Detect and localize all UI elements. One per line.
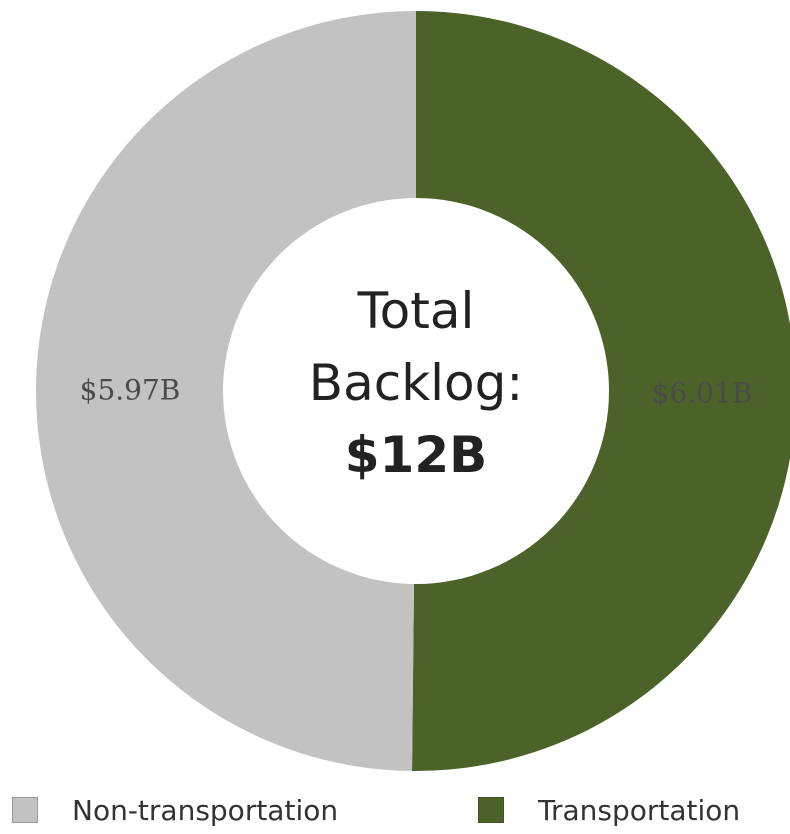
legend-label-non-transportation: Non-transportation bbox=[72, 793, 339, 827]
legend: Non-transportation Transportation bbox=[0, 788, 790, 834]
legend-label-transportation: Transportation bbox=[538, 793, 741, 827]
legend-item-transportation: Transportation bbox=[478, 790, 740, 830]
slice-value-label-transportation: $6.01B bbox=[652, 377, 753, 410]
legend-swatch-transportation bbox=[478, 797, 504, 823]
legend-swatch-non-transportation bbox=[12, 797, 38, 823]
center-total-label: Total bbox=[357, 282, 475, 340]
slice-labels: $6.01B $5.97B bbox=[80, 374, 753, 410]
center-backlog-label: Backlog: bbox=[309, 354, 523, 412]
center-total-value: $12B bbox=[345, 426, 487, 484]
legend-item-non-transportation: Non-transportation bbox=[12, 790, 338, 830]
donut-hole bbox=[223, 198, 609, 584]
slice-value-label-non-transportation: $5.97B bbox=[80, 374, 181, 407]
